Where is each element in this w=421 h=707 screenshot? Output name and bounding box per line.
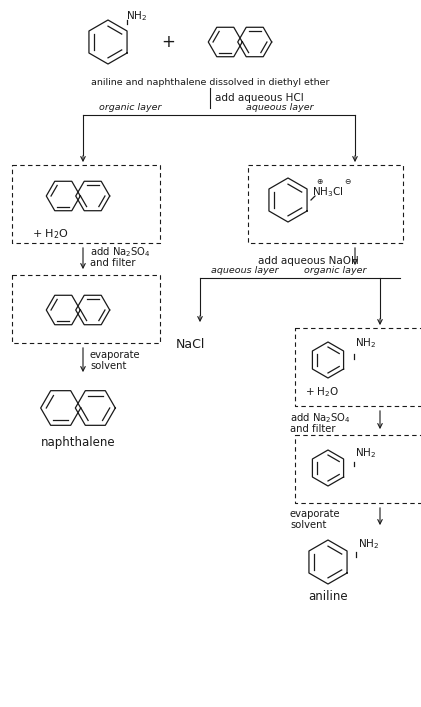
Text: organic layer: organic layer [99,103,161,112]
Text: ⊖: ⊖ [344,177,350,187]
Text: NH$_2$: NH$_2$ [355,336,376,350]
Text: evaporate: evaporate [290,509,341,519]
Text: add aqueous HCl: add aqueous HCl [215,93,304,103]
Text: +: + [161,33,175,51]
Text: add Na$_2$SO$_4$: add Na$_2$SO$_4$ [90,245,151,259]
Text: + H$_2$O: + H$_2$O [32,227,69,241]
Text: add aqueous NaOH: add aqueous NaOH [258,256,359,266]
Text: + H$_2$O: + H$_2$O [305,385,339,399]
Text: ⊕: ⊕ [316,177,322,187]
Text: and filter: and filter [290,424,336,434]
Text: NH$_2$: NH$_2$ [355,446,376,460]
Text: solvent: solvent [290,520,326,530]
Text: aniline: aniline [308,590,348,603]
Text: naphthalene: naphthalene [41,436,115,449]
Text: NH$_3$Cl: NH$_3$Cl [312,185,344,199]
Text: aqueous layer: aqueous layer [211,266,279,275]
Text: solvent: solvent [90,361,126,371]
Text: NH$_2$: NH$_2$ [358,537,379,551]
Text: aniline and naphthalene dissolved in diethyl ether: aniline and naphthalene dissolved in die… [91,78,329,87]
Text: add Na$_2$SO$_4$: add Na$_2$SO$_4$ [290,411,351,425]
Text: organic layer: organic layer [304,266,366,275]
Text: and filter: and filter [90,258,136,268]
Text: NaCl: NaCl [175,339,205,351]
Text: evaporate: evaporate [90,350,141,360]
Text: aqueous layer: aqueous layer [246,103,314,112]
Text: NH$_2$: NH$_2$ [126,9,147,23]
